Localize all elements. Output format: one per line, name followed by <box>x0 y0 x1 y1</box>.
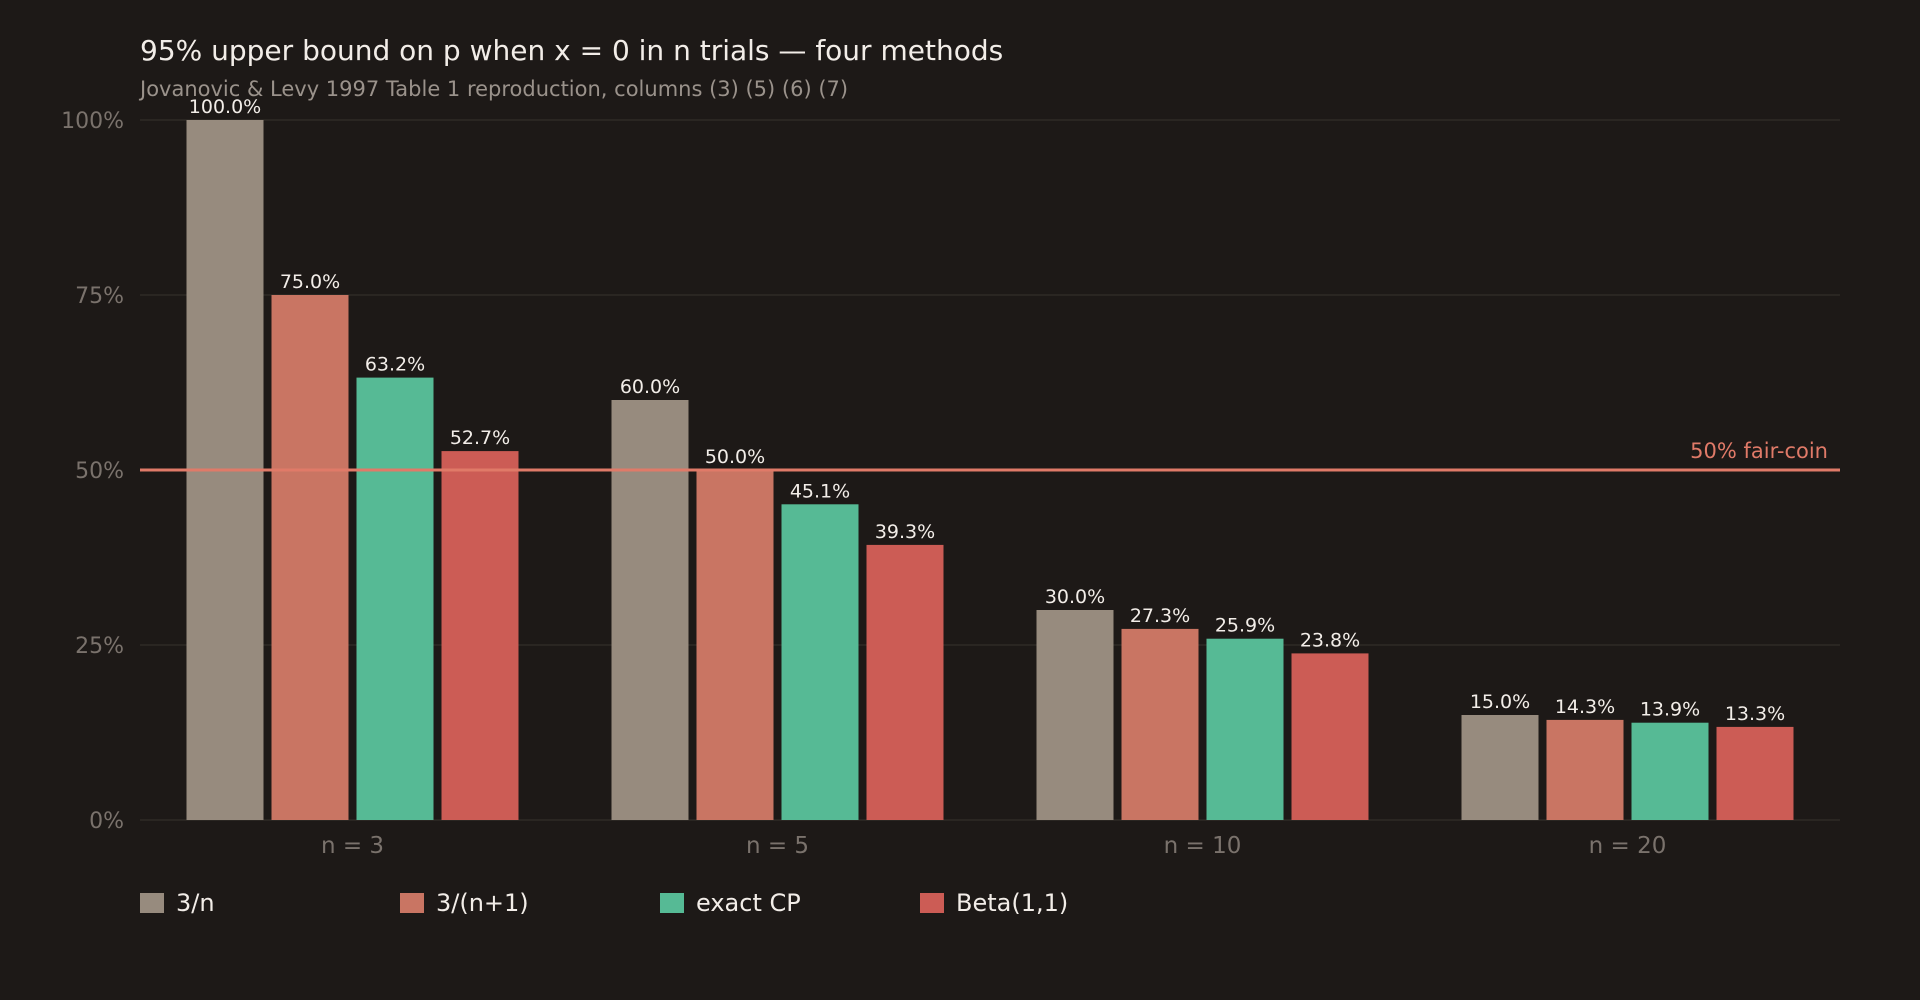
bar-value-label: 63.2% <box>365 354 425 376</box>
bar <box>1546 719 1624 820</box>
bar-value-label: 60.0% <box>620 376 680 398</box>
bar <box>1291 653 1369 820</box>
legend-swatch <box>400 893 424 913</box>
reference-line-group: 50% fair-coin <box>140 439 1840 472</box>
bar <box>1121 628 1199 820</box>
y-tick-label: 25% <box>75 634 124 659</box>
bar <box>1461 715 1539 820</box>
x-tick-label: n = 3 <box>321 833 384 859</box>
reference-line-label: 50% fair-coin <box>1690 439 1828 463</box>
legend-swatch <box>660 893 684 913</box>
bar-value-label: 13.3% <box>1725 703 1785 725</box>
y-tick-label: 100% <box>61 109 124 134</box>
y-tick-label: 50% <box>75 459 124 484</box>
legend-label: 3/n <box>176 889 215 917</box>
bar-value-label: 75.0% <box>280 271 340 293</box>
chart-title: 95% upper bound on p when x = 0 in n tri… <box>140 34 1003 67</box>
bar-value-label: 30.0% <box>1045 586 1105 608</box>
bar <box>271 295 349 820</box>
bar-value-label: 100.0% <box>189 96 261 118</box>
bar <box>781 504 859 820</box>
bar <box>356 377 434 820</box>
bar-value-label: 15.0% <box>1470 691 1530 713</box>
bar <box>696 470 774 820</box>
bar-value-label: 27.3% <box>1130 605 1190 627</box>
bar-value-label: 23.8% <box>1300 629 1360 651</box>
bar <box>441 451 519 820</box>
bar-value-label: 45.1% <box>790 480 850 502</box>
bar-value-label: 39.3% <box>875 521 935 543</box>
bar <box>1716 726 1794 820</box>
bar <box>1631 722 1709 820</box>
bar-value-label: 50.0% <box>705 446 765 468</box>
bar-value-label: 13.9% <box>1640 699 1700 721</box>
legend: 3/n 3/(n+1) exact CP Beta(1,1) <box>140 889 1068 917</box>
bar-value-labels: 100.0% 60.0% 30.0% 15.0% 75.0% 50.0% 27.3% 14.3… <box>189 96 1785 725</box>
legend-label: Beta(1,1) <box>956 889 1068 917</box>
bar <box>611 400 689 820</box>
y-tick-label: 75% <box>75 284 124 309</box>
legend-label: exact CP <box>696 889 801 917</box>
legend-swatch <box>920 893 944 913</box>
bar <box>1206 638 1284 820</box>
y-tick-label: 0% <box>89 809 124 834</box>
bar-value-label: 14.3% <box>1555 696 1615 718</box>
bar-value-label: 52.7% <box>450 427 510 449</box>
x-tick-label: n = 20 <box>1589 833 1667 859</box>
x-tick-label: n = 10 <box>1164 833 1242 859</box>
bar <box>866 544 944 820</box>
chart-subtitle: Jovanovic & Levy 1997 Table 1 reproducti… <box>138 77 848 101</box>
legend-swatch <box>140 893 164 913</box>
x-axis: n = 3 n = 5 n = 10 n = 20 <box>321 833 1666 859</box>
bar <box>1036 610 1114 820</box>
legend-label: 3/(n+1) <box>436 889 529 917</box>
bar-value-label: 25.9% <box>1215 615 1275 637</box>
x-tick-label: n = 5 <box>746 833 809 859</box>
